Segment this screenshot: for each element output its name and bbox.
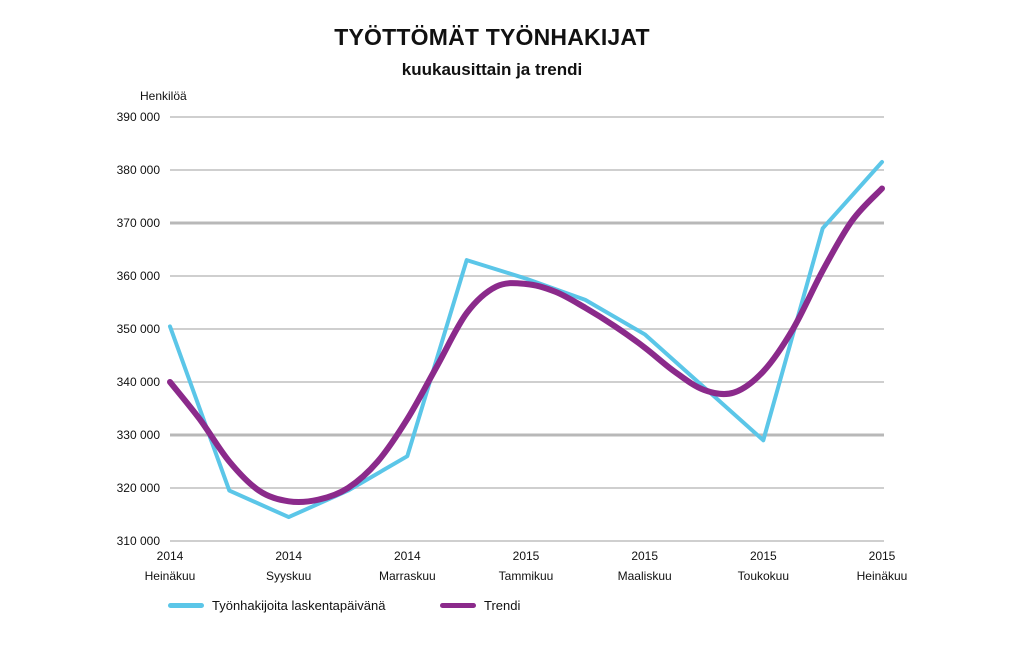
y-tick-label: 320 000 xyxy=(117,481,161,495)
x-tick-year: 2015 xyxy=(631,549,658,563)
x-tick-month: Toukokuu xyxy=(738,569,789,583)
y-tick-label: 390 000 xyxy=(117,110,161,124)
series-line-trendi xyxy=(167,185,885,506)
x-tick-month: Heinäkuu xyxy=(857,569,908,583)
x-tick-year: 2014 xyxy=(394,549,421,563)
y-tick-label: 350 000 xyxy=(117,322,161,336)
y-tick-labels: 390 000 380 000 370 000 360 000 350 000 340 0… xyxy=(117,110,161,548)
legend-item-trendi: Trendi xyxy=(440,598,520,613)
x-tick-year: 2015 xyxy=(750,549,777,563)
series-line-tyonhakijoita xyxy=(168,160,884,520)
chart-title: TYÖTTÖMÄT TYÖNHAKIJAT xyxy=(334,24,650,50)
legend-label-tyonhakijoita: Työnhakijoita laskentapäivänä xyxy=(212,598,386,613)
y-tick-label: 310 000 xyxy=(117,534,161,548)
series-lines xyxy=(167,160,885,520)
gridlines xyxy=(170,116,884,542)
x-tick-month: Marraskuu xyxy=(379,569,436,583)
legend-swatch-blue xyxy=(168,603,204,608)
x-tick-month: Maaliskuu xyxy=(618,569,672,583)
x-tick-month: Heinäkuu xyxy=(145,569,196,583)
y-axis-label: Henkilöä xyxy=(140,89,187,103)
y-tick-label: 370 000 xyxy=(117,216,161,230)
x-tick-labels: 2014 Heinäkuu 2014 Syyskuu 2014 Marraskuu 2015… xyxy=(145,549,908,583)
y-tick-label: 360 000 xyxy=(117,269,161,283)
y-tick-label: 330 000 xyxy=(117,428,161,442)
x-tick-year: 2014 xyxy=(275,549,302,563)
legend-label-trendi: Trendi xyxy=(484,598,521,613)
x-tick-year: 2014 xyxy=(157,549,184,563)
chart-subtitle: kuukausittain ja trendi xyxy=(401,60,583,79)
legend-item-tyonhakijoita: Työnhakijoita laskentapäivänä xyxy=(168,598,385,613)
x-tick-year: 2015 xyxy=(869,549,896,563)
legend-swatch-purple xyxy=(440,603,476,608)
y-tick-label: 340 000 xyxy=(117,375,161,389)
x-tick-month: Tammikuu xyxy=(499,569,554,583)
x-tick-month: Syyskuu xyxy=(266,569,311,583)
x-tick-year: 2015 xyxy=(513,549,540,563)
y-tick-label: 380 000 xyxy=(117,163,161,177)
